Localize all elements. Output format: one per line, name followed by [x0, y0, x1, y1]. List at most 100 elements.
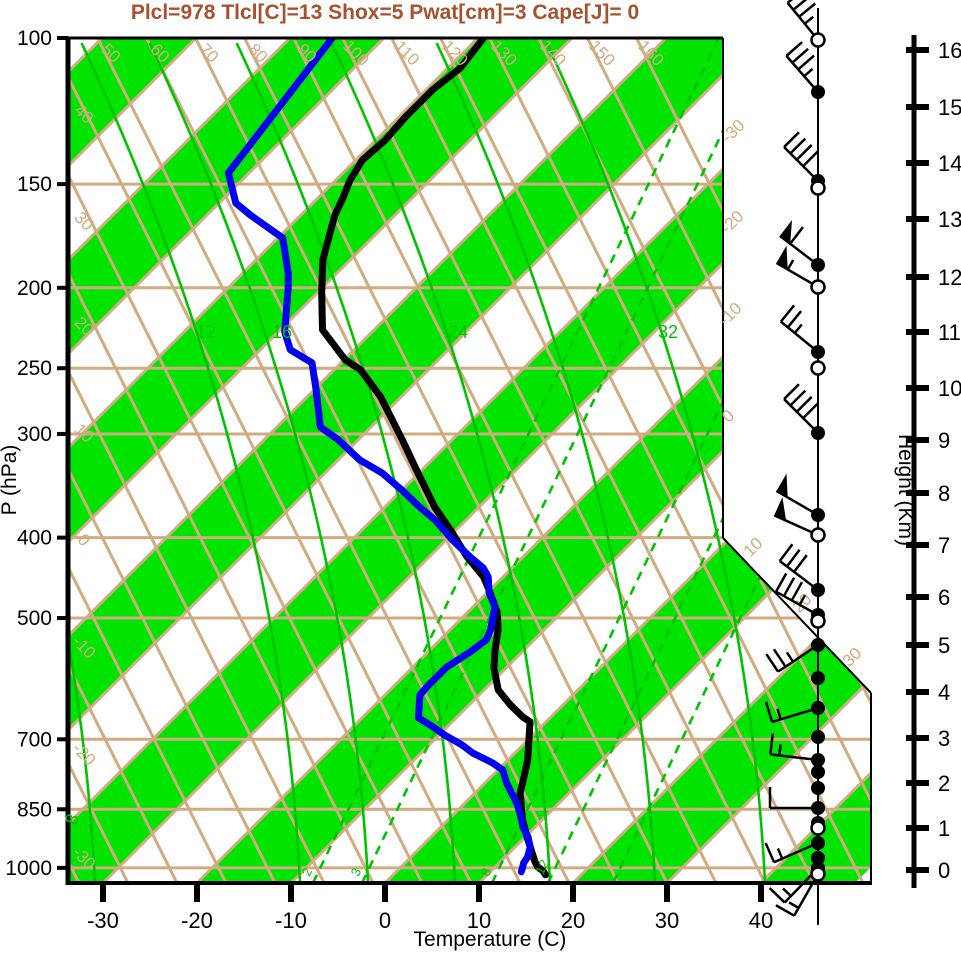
barb-shaft: [778, 560, 819, 591]
barb-full: [786, 0, 794, 4]
barb-full: [791, 47, 809, 64]
barb-half: [776, 708, 782, 720]
barb-pennant: [779, 219, 793, 244]
height-tick-label: 16: [938, 38, 961, 63]
pressure-tick-label: 700: [17, 728, 52, 751]
height-tick-label: 11: [938, 320, 961, 345]
barb-full: [772, 648, 787, 668]
wind-barb-column: [764, 0, 826, 925]
wind-barb: [783, 383, 825, 440]
moist-adiabat-label: 12: [196, 322, 216, 342]
temperature-curve: [318, 38, 549, 879]
barb-full: [768, 887, 786, 904]
wind-barb: [775, 866, 826, 917]
dry-adiabat-label: 110: [391, 37, 424, 70]
dry-adiabat-label: 30: [70, 208, 97, 235]
barb-full: [783, 383, 800, 400]
wind-barb: [765, 638, 825, 673]
barb-full: [797, 54, 815, 71]
mixing-ratio-label: 12: [532, 857, 552, 877]
barb-shaft: [773, 514, 819, 537]
wind-barb: [810, 360, 826, 376]
dewpoint-curve: [224, 38, 534, 876]
barb-shaft: [785, 55, 819, 93]
barb-full: [785, 548, 801, 568]
pressure-tick-label: 250: [17, 357, 52, 380]
barb-full: [792, 0, 808, 11]
height-axis-title: Height (Km): [894, 434, 917, 546]
barb-full: [765, 653, 780, 673]
pressure-tick-label: 500: [17, 607, 52, 630]
station-marker-filled: [811, 426, 825, 440]
barb-pennant: [776, 473, 788, 498]
station-marker-filled: [811, 638, 825, 652]
moist-adiabat-label: 24: [448, 322, 468, 342]
isotherm-line: [477, 38, 871, 883]
barb-pennant: [774, 497, 787, 521]
temp-tick-label: 0: [379, 908, 391, 933]
isotherm-line: [68, 38, 856, 883]
barb-shaft: [775, 261, 819, 289]
wind-barb: [779, 304, 825, 359]
barb-full: [802, 150, 819, 168]
barb-full: [783, 131, 800, 148]
isotherm-line: [68, 38, 480, 883]
wind-barb: [785, 41, 825, 99]
barb-half: [778, 744, 782, 756]
mixing-ratio-line: [311, 38, 720, 883]
dry-adiabat-line: [68, 38, 179, 883]
station-marker-filled: [811, 258, 825, 272]
barb-full: [782, 577, 796, 597]
mixing-ratio-line: [490, 38, 871, 883]
wind-barb: [811, 781, 825, 795]
station-marker-open: [810, 360, 826, 376]
wind-barb: [810, 180, 826, 196]
barb-full: [764, 701, 774, 723]
moist-adiabat-line: [80, 42, 302, 883]
dry-adiabat-line: [292, 38, 718, 883]
isotherm-line: [68, 38, 292, 883]
height-tick-label: 1: [938, 816, 950, 841]
height-tick-label: 4: [938, 680, 950, 705]
wind-barb: [768, 787, 825, 815]
moist-adiabat-label: 32: [658, 322, 678, 342]
height-tick-label: 3: [938, 726, 950, 751]
dry-adiabat-line: [68, 38, 277, 883]
chart-title: Plcl=978 Tlcl[C]=13 Shox=5 Pwat[cm]=3 Ca…: [130, 1, 640, 24]
pressure-tick-label: 200: [17, 277, 52, 300]
pressure-tick-label: 850: [17, 798, 52, 821]
dry-adiabat-line: [68, 38, 375, 883]
plot-border-right-diagonal: [722, 537, 872, 694]
green-stripe: [68, 38, 760, 883]
isotherm-line: [68, 38, 386, 883]
barb-full: [764, 842, 776, 863]
barb-half: [788, 901, 800, 909]
temp-tick-label: 40: [749, 908, 773, 933]
temp-tick-label: 10: [467, 908, 491, 933]
pressure-tick-label: 400: [17, 527, 52, 550]
barb-full: [789, 137, 807, 155]
barb-full: [795, 144, 813, 161]
dry-adiabat-line: [439, 38, 865, 883]
wind-barb: [769, 733, 825, 767]
dry-adiabat-line: [341, 38, 767, 883]
moist-adiabat-line: [148, 42, 370, 883]
moist-adiabat-label: 16: [272, 322, 292, 342]
isotherm-label: 10: [740, 534, 767, 561]
green-stripe: [197, 38, 871, 883]
station-marker-filled: [811, 583, 825, 597]
pressure-tick-label: 150: [17, 173, 52, 196]
barb-shaft: [775, 489, 819, 517]
station-marker-filled: [811, 345, 825, 359]
barb-shaft: [783, 398, 819, 434]
station-marker-filled: [811, 508, 825, 522]
barb-shaft: [773, 841, 819, 864]
dry-adiabat-line: [243, 38, 669, 883]
moist-adiabat-line: [68, 42, 97, 883]
wind-barb: [811, 671, 825, 685]
barb-half: [786, 259, 795, 271]
barb-full: [798, 2, 817, 18]
temperature-axis-title: Temperature (C): [414, 928, 567, 951]
wind-barb: [811, 765, 825, 779]
